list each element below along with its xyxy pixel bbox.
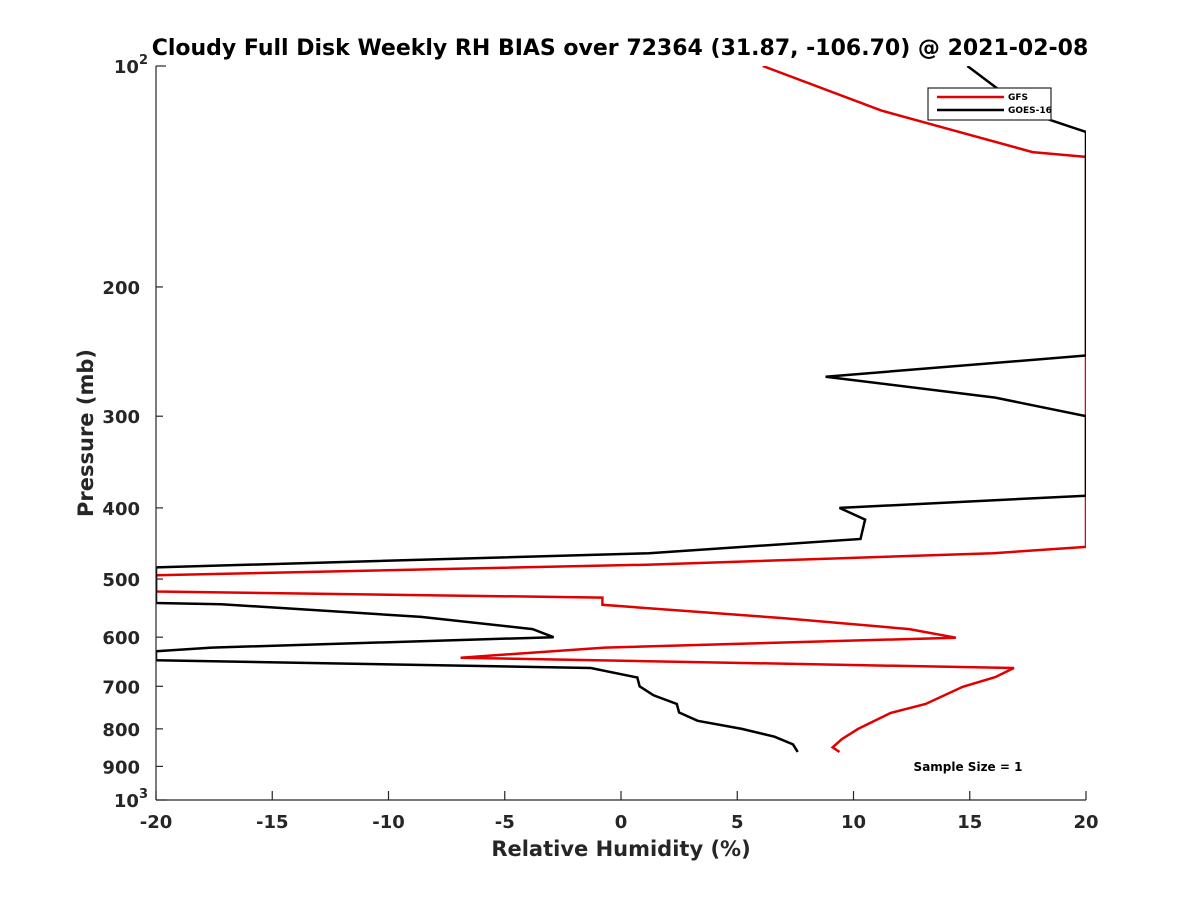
x-tick-label: 20 xyxy=(1073,812,1098,833)
x-tick-label: -10 xyxy=(372,812,405,833)
x-tick-label: -20 xyxy=(140,812,173,833)
series-line-gfs xyxy=(156,66,1086,753)
x-axis-label: Relative Humidity (%) xyxy=(491,837,750,861)
plot-background xyxy=(156,66,1086,800)
series-layer xyxy=(156,66,1086,753)
x-tick-label: -5 xyxy=(495,812,515,833)
legend: GFS GOES-16 xyxy=(927,87,1052,121)
x-tick-label: 0 xyxy=(615,812,628,833)
y-tick-label: 200 xyxy=(102,278,140,299)
y-tick-label: 600 xyxy=(102,628,140,649)
y-tick-label: 300 xyxy=(102,407,140,428)
x-tick-label: 10 xyxy=(841,812,866,833)
y-axis-label: Pressure (mb) xyxy=(74,349,98,517)
x-tick-label: -15 xyxy=(256,812,289,833)
y-tick-label: 700 xyxy=(102,677,140,698)
sample-size-annotation: Sample Size = 1 xyxy=(914,760,1023,774)
x-ticks: -20 -15 -10 -5 0 5 10 15 20 xyxy=(140,791,1099,833)
series-line-goes-16 xyxy=(156,66,1086,753)
legend-label-gfs: GFS xyxy=(1008,93,1028,103)
legend-box xyxy=(927,87,1052,121)
chart-title: Cloudy Full Disk Weekly RH BIAS over 723… xyxy=(152,36,1089,61)
y-tick-label: 900 xyxy=(102,757,140,778)
x-tick-label: 5 xyxy=(731,812,744,833)
y-tick-label: 102 xyxy=(114,53,148,78)
y-tick-label: 500 xyxy=(102,570,140,591)
y-tick-label: 400 xyxy=(102,499,140,520)
x-tick-label: 15 xyxy=(957,812,982,833)
y-tick-label: 103 xyxy=(114,787,148,812)
y-ticks: 102 200 300 400 500 600 700 800 900 103 xyxy=(102,53,166,812)
y-tick-label: 800 xyxy=(102,720,140,741)
legend-label-goes16: GOES-16 xyxy=(1008,106,1052,116)
